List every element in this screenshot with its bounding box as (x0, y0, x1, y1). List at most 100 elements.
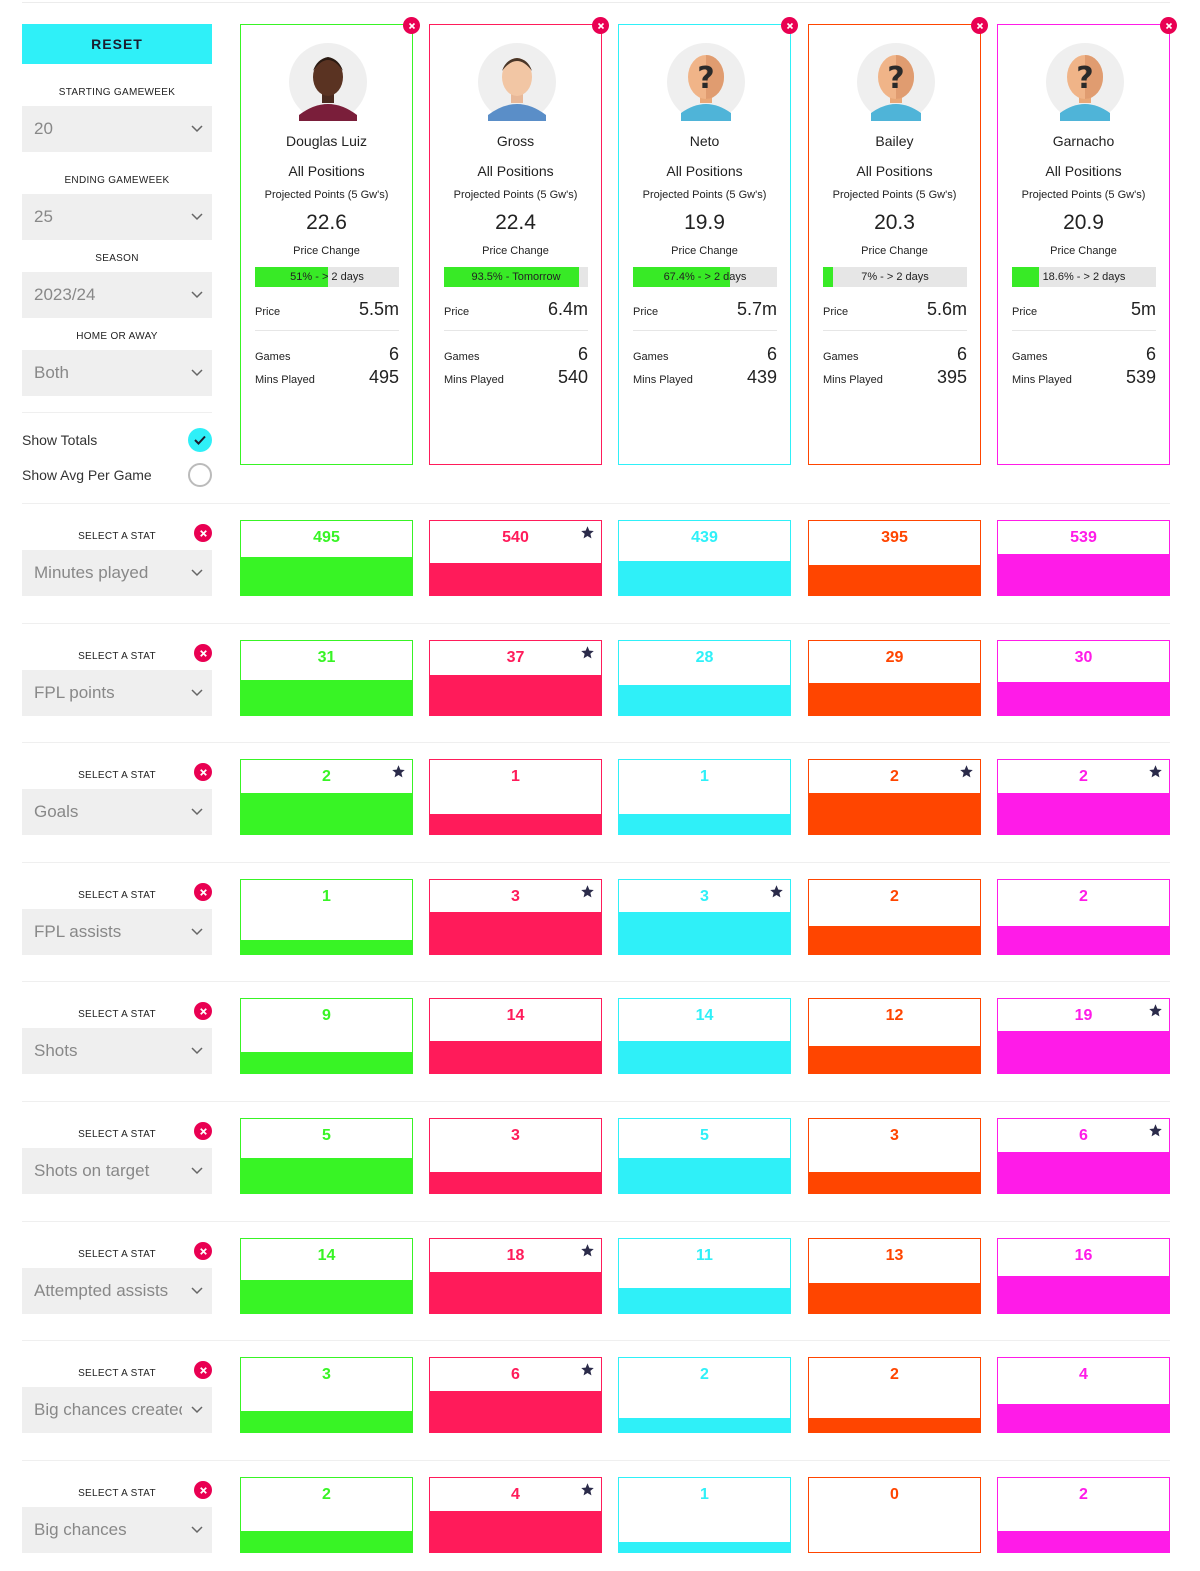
chevron-down-icon (182, 291, 212, 299)
starting-gameweek-select[interactable]: 20 (22, 106, 212, 152)
remove-stat-icon[interactable] (194, 1481, 212, 1499)
price-change-fill (633, 267, 731, 287)
price-change-fill (1012, 267, 1039, 287)
stat-value: 16 (1074, 1247, 1093, 1264)
player-photo-dark-icon (289, 43, 367, 121)
price-change-fill (255, 267, 329, 287)
price-value: 5.6m (926, 299, 967, 319)
stat-bar-fill (998, 1030, 1169, 1073)
price-label: Price (444, 306, 470, 318)
player-card: Gross All Positions Projected Points (5 Gw… (429, 17, 609, 465)
stat-value: 2 (322, 1486, 331, 1503)
remove-stat-icon[interactable] (194, 883, 212, 901)
remove-player-icon[interactable] (781, 17, 798, 34)
stat-bar-fill (241, 680, 412, 715)
remove-stat-icon[interactable] (194, 763, 212, 781)
games-value: 6 (577, 344, 588, 364)
remove-player-icon[interactable] (971, 17, 988, 34)
remove-stat-icon[interactable] (194, 524, 212, 542)
unknown-player-icon: ? (1046, 43, 1124, 121)
stat-select[interactable]: Minutes played (22, 550, 212, 596)
stat-select[interactable]: Shots on target (22, 1148, 212, 1194)
remove-stat-icon[interactable] (194, 1002, 212, 1020)
stat-bar-fill (241, 939, 412, 954)
stat-cell: 11 (618, 1238, 791, 1314)
stat-select[interactable]: Attempted assists (22, 1268, 212, 1314)
ending-gameweek-label: ENDING GAMEWEEK (64, 175, 170, 186)
stat-cell: 30 (997, 640, 1170, 716)
player-name: Bailey (875, 133, 914, 149)
show-avg-toggle[interactable]: Show Avg Per Game (22, 461, 212, 489)
remove-player-icon[interactable] (403, 17, 420, 34)
projected-points-value: 22.4 (495, 211, 536, 234)
star-icon (580, 1362, 595, 1382)
stat-bar-fill (619, 1158, 790, 1193)
stat-select-value: Big chances created (34, 1400, 182, 1419)
price-change-fill (444, 267, 579, 287)
stat-bar-fill (430, 1510, 601, 1552)
remove-stat-icon[interactable] (194, 1122, 212, 1140)
checkmark-icon[interactable] (188, 428, 212, 452)
stat-value: 9 (322, 1007, 331, 1024)
card-divider (823, 330, 967, 331)
stat-bar-fill (809, 565, 980, 595)
stat-cell: 6 (997, 1118, 1170, 1194)
show-totals-toggle[interactable]: Show Totals (22, 426, 212, 454)
projected-points-label: Projected Points (5 Gw's) (832, 189, 957, 201)
stat-value: 14 (317, 1247, 336, 1264)
player-name: Garnacho (1052, 133, 1115, 149)
top-divider (22, 2, 1170, 3)
games-label: Games (1012, 351, 1048, 363)
stat-cell: 13 (808, 1238, 981, 1314)
stat-row-divider (22, 742, 1170, 743)
stat-value: 28 (695, 649, 714, 666)
remove-stat-icon[interactable] (194, 1361, 212, 1379)
star-icon (769, 884, 784, 904)
reset-button[interactable]: RESET (22, 24, 212, 64)
stat-value: 30 (1074, 649, 1093, 666)
stat-bar-fill (619, 684, 790, 715)
games-value: 6 (766, 344, 777, 364)
stat-select[interactable]: Goals (22, 789, 212, 835)
remove-stat-icon[interactable] (194, 1242, 212, 1260)
mins-played-label: Mins Played (1012, 374, 1072, 386)
stat-cell: 3 (429, 1118, 602, 1194)
home-away-select[interactable]: Both (22, 350, 212, 396)
remove-stat-icon[interactable] (194, 644, 212, 662)
select-stat-label: SELECT A STAT (78, 1249, 156, 1260)
games-row: Games 6 (633, 344, 777, 365)
stat-cell: 5 (240, 1118, 413, 1194)
stat-row-divider (22, 623, 1170, 624)
ending-gameweek-select[interactable]: 25 (22, 194, 212, 240)
stat-bar-fill (619, 1541, 790, 1552)
stat-select-value: Attempted assists (34, 1281, 169, 1300)
season-select[interactable]: 2023/24 (22, 272, 212, 318)
stat-cell: 395 (808, 520, 981, 596)
games-row: Games 6 (1012, 344, 1156, 365)
price-change-label: Price Change (1050, 245, 1117, 257)
stat-cell: 2 (997, 879, 1170, 955)
stat-select[interactable]: Shots (22, 1028, 212, 1074)
projected-points-value: 22.6 (306, 211, 347, 234)
stat-select[interactable]: FPL assists (22, 909, 212, 955)
mins-played-label: Mins Played (633, 374, 693, 386)
price-change-label: Price Change (293, 245, 360, 257)
remove-player-icon[interactable] (1160, 17, 1177, 34)
stat-cell: 28 (618, 640, 791, 716)
stat-value: 1 (700, 1486, 709, 1503)
price-change-bar: 7% - > 2 days (823, 267, 967, 287)
games-row: Games 6 (444, 344, 588, 365)
games-value: 6 (956, 344, 967, 364)
chevron-down-icon (182, 1047, 212, 1055)
player-name: Gross (496, 133, 535, 149)
price-value: 5m (1130, 299, 1156, 319)
stat-select[interactable]: FPL points (22, 670, 212, 716)
radio-empty-icon[interactable] (188, 463, 212, 487)
stat-select[interactable]: Big chances (22, 1507, 212, 1553)
stat-select[interactable]: Big chances created (22, 1387, 212, 1433)
price-change-bar: 18.6% - > 2 days (1012, 267, 1156, 287)
stat-select-value: Shots (34, 1041, 78, 1060)
remove-player-icon[interactable] (592, 17, 609, 34)
chevron-down-icon (182, 1287, 212, 1295)
chevron-down-icon (182, 369, 212, 377)
